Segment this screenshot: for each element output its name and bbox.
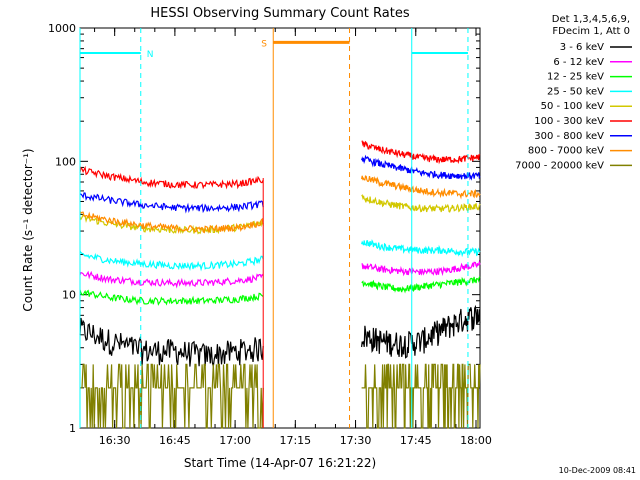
legend-label-6: 300 - 800 keV (534, 131, 604, 142)
series-line-8-seg1 (80, 363, 264, 429)
series-line-0-seg1 (79, 317, 264, 368)
x-tick-label: 17:00 (219, 434, 251, 447)
legend-label-5: 100 - 300 keV (534, 116, 604, 127)
series-line-4-seg1 (79, 214, 264, 235)
series-line-4-seg2 (361, 194, 481, 213)
series-line-6-seg2 (361, 154, 481, 181)
y-tick-label: 100 (55, 155, 76, 168)
x-tick-label: 17:45 (400, 434, 432, 447)
legend-label-2: 12 - 25 keV (547, 72, 604, 83)
x-tick-label: 17:15 (279, 434, 311, 447)
y-tick-label: 1000 (48, 22, 76, 35)
series-line-5-seg2 (361, 140, 481, 165)
series-line-7-seg1 (79, 211, 264, 234)
x-tick-label: 18:00 (460, 434, 492, 447)
series-line-6-seg1 (79, 192, 264, 214)
series-line-0-seg2 (361, 304, 481, 359)
y-tick-label: 1 (69, 422, 76, 435)
marker-label-0: N (147, 50, 154, 60)
x-tick-label: 16:45 (159, 434, 191, 447)
chart-title: HESSI Observing Summary Count Rates (150, 6, 409, 21)
series-line-3-seg1 (79, 250, 264, 272)
legend-label-4: 50 - 100 keV (541, 101, 605, 112)
series-line-1-seg1 (79, 270, 264, 289)
legend-label-1: 6 - 12 keV (553, 57, 604, 68)
legend-label-3: 25 - 50 keV (547, 86, 604, 97)
footer-timestamp: 10-Dec-2009 08:41 (559, 466, 636, 475)
series-line-3-seg2 (361, 239, 481, 258)
legend-header-line: FDecim 1, Att 0 (552, 26, 630, 37)
series-line-8-seg2 (361, 363, 481, 429)
series-line-5-seg1 (79, 165, 264, 190)
marker-label-2: S (261, 39, 267, 49)
series-line-2-seg2 (361, 276, 481, 294)
legend-label-7: 800 - 7000 keV (528, 146, 604, 157)
legend-header-line: Det 1,3,4,5,6,9, (552, 14, 630, 25)
plot-area: 1 10 100 1000 16:30 16:45 17:00 17:15 17:30 17:45… (48, 22, 492, 447)
x-tick-label: 16:30 (99, 434, 131, 447)
plot-frame (79, 27, 481, 429)
x-tick-label: 17:30 (340, 434, 372, 447)
y-tick-label: 10 (62, 289, 76, 302)
legend-label-8: 7000 - 20000 keV (515, 160, 604, 171)
y-axis-label: Count Rate (s⁻¹ detector⁻¹) (21, 148, 35, 311)
legend-label-0: 3 - 6 keV (560, 42, 604, 53)
series-line-2-seg1 (79, 289, 264, 306)
x-axis-label: Start Time (14-Apr-07 16:21:22) (184, 456, 376, 470)
series-line-1-seg2 (361, 259, 481, 277)
legend: Det 1,3,4,5,6,9,FDecim 1, Att 0 3 - 6 keV… (515, 14, 632, 171)
series-line-7-seg2 (361, 175, 481, 200)
